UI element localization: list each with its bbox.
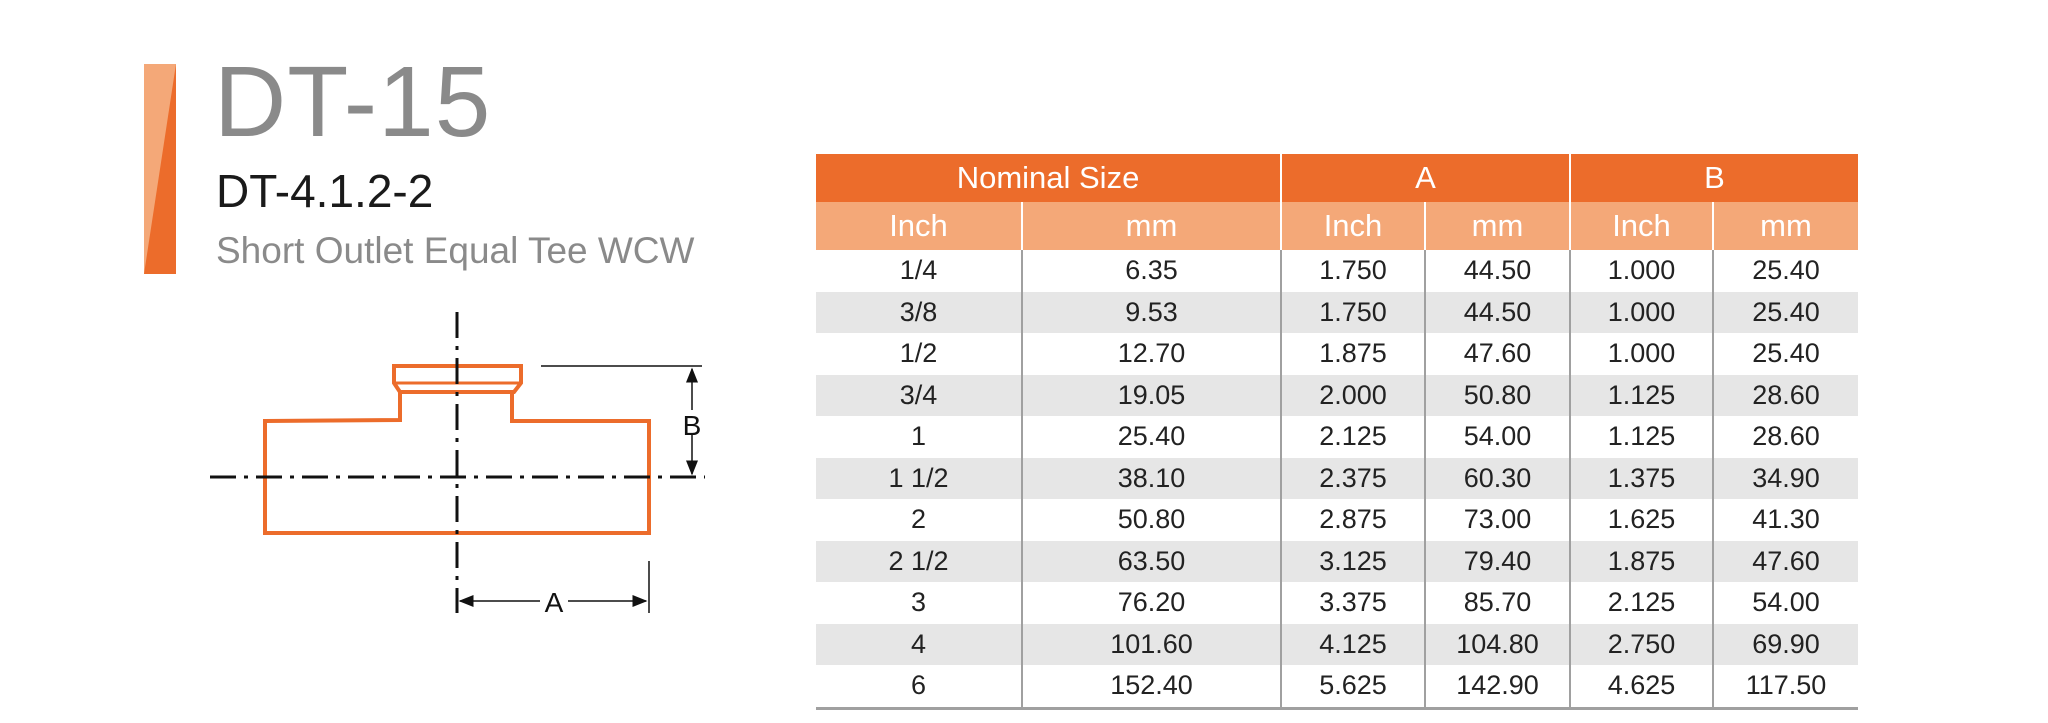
table-cell: 2.125 [1569, 582, 1713, 624]
table-cell: 1.000 [1569, 291, 1713, 333]
dimensions-table: Nominal Size A B Inch mm Inch mm Inch mm 1/4 6… [816, 154, 1858, 710]
table-cell: 2.750 [1569, 623, 1713, 665]
column-header: Inch [816, 202, 1022, 250]
table-cell: 38.10 [1021, 457, 1281, 499]
table-cell: 2.000 [1280, 374, 1425, 416]
table-cell: 28.60 [1712, 416, 1858, 458]
table-cell: 3/4 [816, 374, 1022, 416]
table-cell: 2.375 [1280, 457, 1425, 499]
table-cell: 12.70 [1021, 333, 1281, 375]
table-row: 3 76.20 3.375 85.70 2.125 54.00 [816, 582, 1858, 624]
table-row: 4 101.60 4.125 104.80 2.750 69.90 [816, 623, 1858, 665]
table-cell: 41.30 [1712, 499, 1858, 541]
column-header: Inch [1280, 202, 1425, 250]
table-cell: 47.60 [1424, 333, 1570, 375]
table-cell: 104.80 [1424, 623, 1570, 665]
table-cell: 2.875 [1280, 499, 1425, 541]
table-cell: 1.625 [1569, 499, 1713, 541]
table-cell: 1/4 [899, 255, 938, 286]
table-cell: 1.875 [1569, 540, 1713, 582]
table-row: 3/8 9.53 1.750 44.50 1.000 25.40 [816, 291, 1858, 333]
column-header: Inch [1569, 202, 1713, 250]
table-cell: 1/2 [899, 338, 938, 369]
group-header-nominal-size: Nominal Size [816, 154, 1281, 202]
table-cell: 34.90 [1712, 457, 1858, 499]
table-cell: 3/8 [816, 291, 1022, 333]
column-header: mm [1424, 202, 1570, 250]
table-cell: 1 [910, 421, 927, 452]
table-cell: 2 1/2 [816, 540, 1022, 582]
table-row: 1 1/2 38.10 2.375 60.30 1.375 34.90 [816, 457, 1858, 499]
table-cell: 1.125 [1569, 416, 1713, 458]
column-header: mm [1712, 202, 1858, 250]
table-cell: 44.50 [1424, 291, 1570, 333]
table-row: 3/4 19.05 2.000 50.80 1.125 28.60 [816, 374, 1858, 416]
table-cell: 1.750 [1280, 250, 1425, 292]
table-cell: 54.00 [1424, 416, 1570, 458]
product-model: DT-15 [214, 46, 492, 158]
table-cell: 1.125 [1569, 374, 1713, 416]
table-cell: 44.50 [1424, 250, 1570, 292]
table-cell: 4.625 [1569, 665, 1713, 710]
table-cell: 3.125 [1280, 540, 1425, 582]
table-cell: 152.40 [1021, 665, 1281, 710]
table-row: 2 1/2 63.50 3.125 79.40 1.875 47.60 [816, 540, 1858, 582]
table-cell: 85.70 [1424, 582, 1570, 624]
table-cell: 2.125 [1280, 416, 1425, 458]
table-cell: 25.40 [1021, 416, 1281, 458]
tee-diagram: B A [210, 312, 705, 618]
product-description: Short Outlet Equal Tee WCW [216, 230, 695, 271]
table-cell: 5.625 [1280, 665, 1425, 710]
table-cell: 25.40 [1712, 333, 1858, 375]
table-cell: 2 [910, 504, 927, 535]
table-cell: 4 [816, 623, 1022, 665]
table-cell: 50.80 [1021, 499, 1281, 541]
table-cell: 6 [816, 665, 1022, 710]
table-cell: 54.00 [1712, 582, 1858, 624]
table-cell: 4.125 [1280, 623, 1425, 665]
table-cell: 47.60 [1712, 540, 1858, 582]
table-cell: 6.35 [1021, 250, 1281, 292]
table-cell: 25.40 [1712, 250, 1858, 292]
table-cell: 76.20 [1021, 582, 1281, 624]
table-cell: 1.000 [1569, 333, 1713, 375]
column-header: mm [1021, 202, 1281, 250]
table-row: 6 152.40 5.625 142.90 4.625 117.50 [816, 665, 1858, 710]
table-cell: 79.40 [1424, 540, 1570, 582]
table-cell: 73.00 [1424, 499, 1570, 541]
table-cell: 28.60 [1712, 374, 1858, 416]
table-cell: 25.40 [1712, 291, 1858, 333]
dimension-lines [458, 365, 702, 613]
table-cell: 101.60 [1021, 623, 1281, 665]
table-cell: 9.53 [1021, 291, 1281, 333]
table-cell: 60.30 [1424, 457, 1570, 499]
table-cell: 50.80 [1424, 374, 1570, 416]
table-cell: 1 1/2 [816, 457, 1022, 499]
table-cell: 3.375 [1280, 582, 1425, 624]
centerlines [210, 312, 705, 613]
table-cell: 19.05 [1021, 374, 1281, 416]
product-code: DT-4.1.2-2 [216, 165, 434, 217]
table-cell: 3 [910, 587, 927, 618]
table-row: 1/4 6.35 1.750 44.50 1.000 25.40 [816, 250, 1858, 292]
table-cell: 142.90 [1424, 665, 1570, 710]
table-row: 2 50.80 2.875 73.00 1.625 41.30 [816, 499, 1858, 541]
table-cell: 1.000 [1569, 250, 1713, 292]
table-cell: 1.750 [1280, 291, 1425, 333]
group-header-a: A [1280, 154, 1570, 202]
dimension-label-a: A [545, 587, 564, 618]
table-row: 1 25.40 2.125 54.00 1.125 28.60 [816, 416, 1858, 458]
table-row: 1/2 12.70 1.875 47.60 1.000 25.40 [816, 333, 1858, 375]
table-cell: 63.50 [1021, 540, 1281, 582]
table-cell: 1.875 [1280, 333, 1425, 375]
group-header-b: B [1569, 154, 1858, 202]
table-cell: 117.50 [1712, 665, 1858, 710]
table-cell: 69.90 [1712, 623, 1858, 665]
table-cell: 1.375 [1569, 457, 1713, 499]
accent-bar [144, 64, 176, 274]
dimension-label-b: B [683, 410, 702, 441]
